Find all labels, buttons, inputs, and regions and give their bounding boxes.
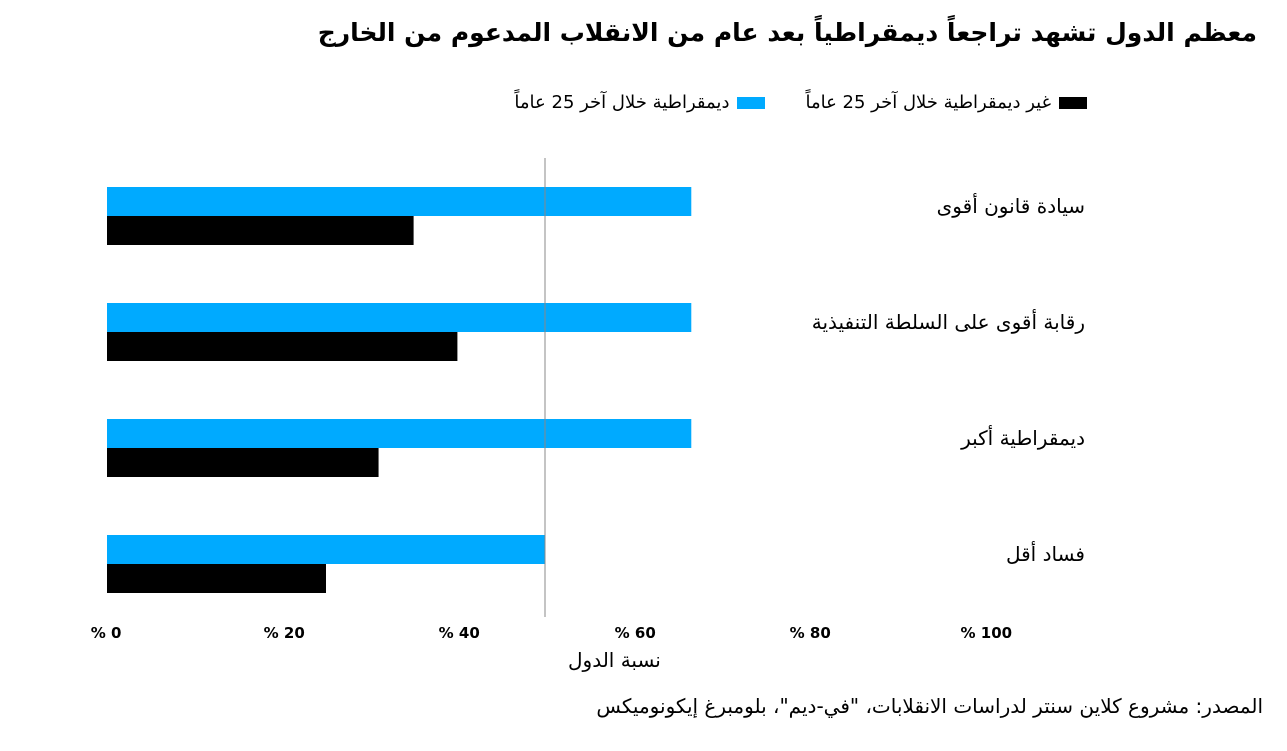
x-tick-label: % 100: [960, 624, 1013, 642]
legend-item-democratic: ديمقراطية خلال آخر 25 عاماً: [514, 92, 766, 113]
x-tick-label: % 40: [438, 624, 480, 642]
legend-label: غير ديمقراطية خلال آخر 25 عاماً: [805, 92, 1051, 113]
bar-non-democratic: [107, 448, 379, 477]
source-note: المصدر: مشروع كلاين سنتر لدراسات الانقلا…: [596, 694, 1263, 718]
bar-democratic: [107, 187, 692, 216]
legend-swatch-black: [1059, 96, 1087, 109]
x-tick-label: % 60: [614, 624, 656, 642]
chart-title: معظم الدول تشهد تراجعاً ديمقراطياً بعد ع…: [317, 18, 1257, 47]
legend: غير ديمقراطية خلال آخر 25 عاماً ديمقراطي…: [514, 92, 1087, 113]
category-label: فساد أقل: [1005, 542, 1085, 566]
x-tick-label: % 20: [263, 624, 305, 642]
legend-item-non-democratic: غير ديمقراطية خلال آخر 25 عاماً: [805, 92, 1087, 113]
legend-swatch-blue: [737, 96, 766, 109]
category-label: سيادة قانون أقوى: [936, 194, 1085, 218]
category-label: ديمقراطية أكبر: [961, 426, 1085, 450]
legend-label: ديمقراطية خلال آخر 25 عاماً: [514, 92, 730, 113]
bar-non-democratic: [107, 564, 326, 593]
bar-non-democratic: [107, 216, 414, 245]
x-axis-label: نسبة الدول: [568, 648, 661, 672]
x-tick-label: % 0: [90, 624, 122, 642]
bar-democratic: [107, 535, 545, 564]
bar-democratic: [107, 303, 692, 332]
x-tick-label: % 80: [789, 624, 831, 642]
bar-democratic: [107, 419, 692, 448]
bar-non-democratic: [107, 332, 458, 361]
category-label: رقابة أقوى على السلطة التنفيذية: [811, 310, 1085, 334]
